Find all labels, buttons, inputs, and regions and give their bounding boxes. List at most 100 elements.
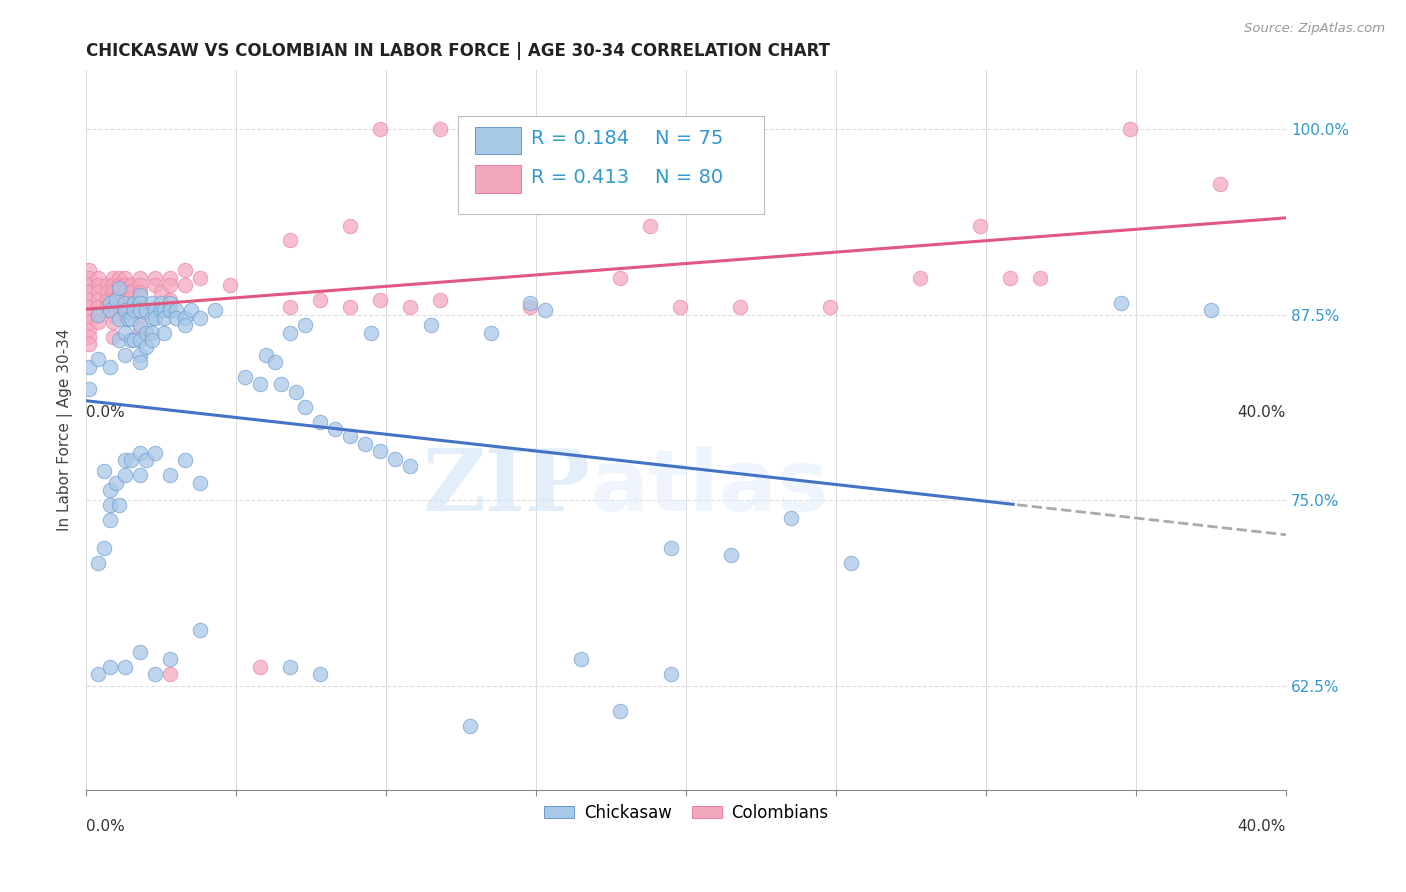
Point <box>114 293 136 307</box>
Point <box>114 300 136 314</box>
Point <box>114 308 136 322</box>
Point <box>87 277 110 292</box>
Point <box>150 285 173 300</box>
Point <box>120 285 142 300</box>
Point <box>87 667 110 681</box>
Point <box>98 498 121 512</box>
Point <box>79 359 101 374</box>
Point <box>254 348 277 362</box>
Point <box>519 295 541 310</box>
Point <box>143 667 166 681</box>
Point <box>120 312 142 326</box>
Point <box>79 330 101 344</box>
Point <box>233 370 256 384</box>
Text: R = 0.184: R = 0.184 <box>531 129 630 148</box>
Point <box>141 326 163 340</box>
Point <box>120 300 142 314</box>
Point <box>143 277 166 292</box>
Point <box>998 270 1021 285</box>
Point <box>129 645 152 659</box>
Point <box>479 326 502 340</box>
Point <box>129 270 152 285</box>
Point <box>159 667 181 681</box>
Text: atlas: atlas <box>591 446 828 529</box>
Point <box>108 300 131 314</box>
Point <box>129 322 152 336</box>
Point <box>114 295 136 310</box>
Point <box>159 652 181 666</box>
Point <box>659 667 682 681</box>
Point <box>399 300 422 314</box>
Point <box>108 333 131 347</box>
Point <box>339 219 361 233</box>
Point <box>114 659 136 673</box>
Point <box>117 312 139 326</box>
Point <box>108 277 131 292</box>
Point <box>108 312 131 326</box>
Point <box>339 300 361 314</box>
Point <box>188 310 211 325</box>
Point <box>129 277 152 292</box>
Point <box>103 315 125 329</box>
Point <box>354 437 377 451</box>
Point <box>143 270 166 285</box>
Point <box>129 348 152 362</box>
Point <box>1209 177 1232 191</box>
Text: CHICKASAW VS COLOMBIAN IN LABOR FORCE | AGE 30-34 CORRELATION CHART: CHICKASAW VS COLOMBIAN IN LABOR FORCE | … <box>86 42 831 60</box>
Point <box>103 308 125 322</box>
Point <box>143 446 166 460</box>
Point <box>129 300 152 314</box>
Point <box>150 295 173 310</box>
Point <box>368 122 391 136</box>
Point <box>669 300 692 314</box>
Point <box>79 315 101 329</box>
Text: Source: ZipAtlas.com: Source: ZipAtlas.com <box>1244 22 1385 36</box>
Point <box>174 453 197 467</box>
Point <box>458 719 481 733</box>
Point <box>519 300 541 314</box>
Point <box>150 303 173 318</box>
Point <box>309 415 332 429</box>
Point <box>108 270 131 285</box>
FancyBboxPatch shape <box>475 127 520 154</box>
Point <box>384 451 406 466</box>
Point <box>103 293 125 307</box>
Point <box>98 295 121 310</box>
Point <box>87 293 110 307</box>
Point <box>609 704 631 718</box>
Point <box>129 303 152 318</box>
Point <box>143 310 166 325</box>
Point <box>98 483 121 497</box>
Point <box>1119 122 1142 136</box>
Point <box>420 318 443 332</box>
Point <box>103 330 125 344</box>
Point <box>368 293 391 307</box>
Point <box>108 285 131 300</box>
Point <box>159 303 181 318</box>
Point <box>114 468 136 483</box>
Point <box>87 270 110 285</box>
Point <box>153 326 176 340</box>
Point <box>219 277 242 292</box>
Point <box>143 303 166 318</box>
Point <box>129 295 152 310</box>
Point <box>93 541 115 555</box>
Point <box>79 270 101 285</box>
Point <box>96 277 118 292</box>
Point <box>79 277 101 292</box>
Point <box>323 422 346 436</box>
Point <box>120 277 142 292</box>
Point <box>339 429 361 443</box>
Point <box>114 303 136 318</box>
Text: 40.0%: 40.0% <box>1237 405 1286 419</box>
Point <box>98 659 121 673</box>
Point <box>174 310 197 325</box>
Point <box>360 326 382 340</box>
Point <box>87 556 110 570</box>
Point <box>159 277 181 292</box>
Point <box>103 285 125 300</box>
Point <box>96 293 118 307</box>
Point <box>174 318 197 332</box>
Point <box>249 659 271 673</box>
Point <box>188 623 211 637</box>
